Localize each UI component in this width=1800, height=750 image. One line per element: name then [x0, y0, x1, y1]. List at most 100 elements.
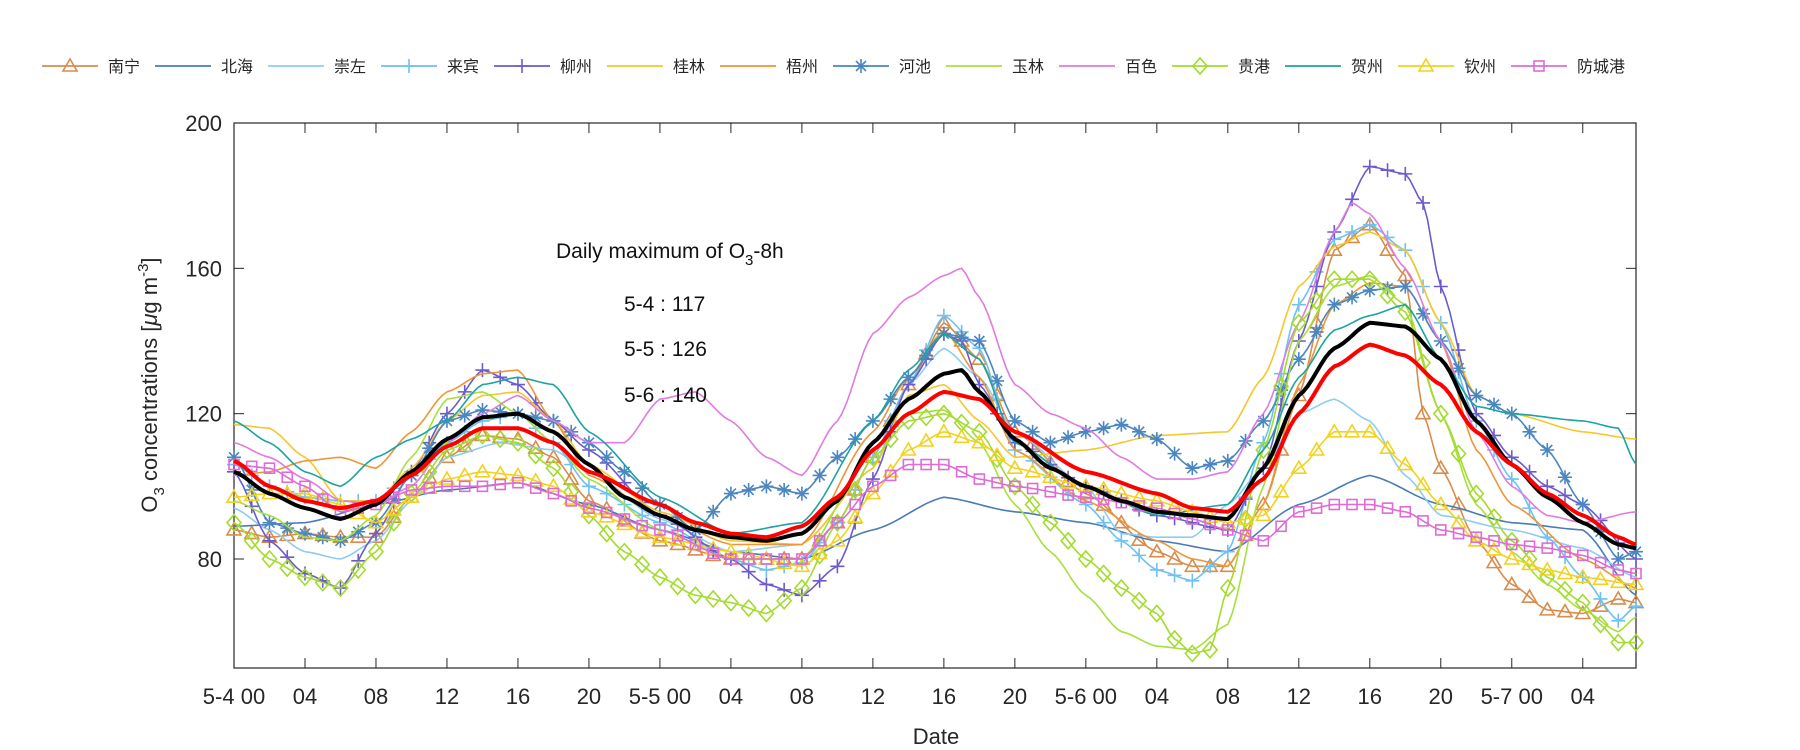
data-point: [1308, 441, 1325, 456]
x-tick-label: 04: [719, 684, 743, 709]
legend-item-防城港: 防城港: [1511, 58, 1625, 76]
legend-item-贺州: 贺州: [1285, 58, 1383, 76]
data-point: [583, 502, 595, 514]
data-point: [617, 464, 632, 479]
data-point: [634, 555, 651, 574]
data-point: [296, 567, 314, 587]
data-point: [830, 450, 845, 465]
data-point: [1061, 430, 1076, 445]
data-point: [1237, 510, 1254, 525]
data-point: [1362, 159, 1377, 174]
data-point: [1044, 485, 1057, 498]
data-point: [1309, 324, 1324, 339]
data-point: [351, 524, 366, 539]
y-tick-label: 120: [185, 402, 222, 427]
data-point: [1006, 459, 1024, 474]
data-point: [1310, 502, 1323, 514]
data-point: [528, 410, 543, 425]
legend-label: 钦州: [1464, 58, 1496, 76]
data-point: [848, 432, 863, 447]
y-tick-label: 80: [198, 547, 222, 572]
data-point: [669, 535, 687, 551]
series-line-玉林: [233, 274, 1637, 651]
data-point: [1009, 480, 1021, 493]
data-point: [1433, 279, 1448, 294]
data-point: [1114, 533, 1129, 548]
data-point: [669, 577, 686, 596]
data-point: [367, 514, 385, 529]
data-point: [1220, 544, 1235, 559]
data-point: [405, 484, 418, 496]
data-point: [350, 560, 367, 580]
legend-marker: [515, 59, 529, 73]
data-point: [759, 577, 774, 592]
annotation-title: Daily maximum of O3-8h: [556, 240, 784, 269]
data-point: [1379, 286, 1396, 305]
data-point: [1522, 424, 1537, 439]
data-point: [1166, 629, 1183, 649]
data-point: [1077, 549, 1094, 569]
data-point: [1219, 578, 1236, 598]
data-point: [687, 586, 704, 605]
data-point: [1504, 450, 1519, 465]
data-point: [1611, 613, 1626, 628]
legend-label: 贺州: [1351, 58, 1383, 76]
data-point: [828, 532, 846, 547]
data-point: [529, 482, 542, 494]
data-point: [935, 404, 952, 423]
data-point: [759, 479, 774, 494]
data-point: [1363, 498, 1376, 511]
data-point: [1113, 578, 1130, 598]
data-point: [973, 473, 986, 485]
data-point: [1485, 508, 1503, 527]
data-point: [811, 544, 829, 560]
data-point: [864, 485, 882, 500]
data-point: [777, 559, 792, 574]
data-point: [1130, 531, 1148, 547]
data-point: [262, 533, 277, 548]
data-point: [722, 543, 740, 558]
data-point: [884, 469, 897, 482]
data-point: [919, 348, 934, 363]
data-point: [1167, 446, 1182, 461]
data-point: [722, 593, 739, 612]
data-point: [778, 553, 790, 565]
data-point: [1112, 485, 1130, 500]
data-point: [1434, 524, 1447, 536]
data-point: [1627, 575, 1645, 591]
data-point: [243, 486, 261, 502]
data-point: [954, 330, 969, 345]
data-point: [474, 463, 491, 478]
data-point: [1255, 440, 1272, 460]
data-point: [1148, 543, 1166, 558]
data-point: [581, 479, 596, 494]
data-point: [654, 524, 666, 536]
data-point: [918, 408, 935, 427]
legend-item-北海: 北海: [155, 58, 253, 76]
data-point: [243, 524, 261, 540]
data-point: [512, 476, 524, 489]
data-point: [387, 491, 400, 504]
data-point: [510, 377, 525, 392]
data-point: [457, 408, 472, 423]
legend-marker: [1191, 56, 1209, 76]
legend-marker: [1417, 57, 1435, 72]
data-point: [1148, 604, 1165, 623]
data-point: [475, 363, 490, 378]
data-point: [1503, 575, 1521, 591]
legend-item-梧州: 梧州: [720, 58, 818, 76]
data-point: [1574, 568, 1592, 583]
data-point: [1380, 163, 1395, 178]
annotation-line-5-4: 5-4 : 117: [624, 293, 705, 316]
data-point: [1222, 524, 1234, 536]
x-tick-label: 08: [790, 684, 814, 709]
data-point: [1080, 491, 1092, 504]
data-point: [545, 458, 562, 478]
data-point: [618, 513, 631, 525]
x-tick-label: 12: [435, 684, 459, 709]
data-point: [527, 446, 544, 465]
legend-label: 河池: [899, 58, 931, 76]
data-point: [225, 521, 243, 536]
data-point: [1131, 591, 1148, 610]
x-tick-label: 5-5 00: [629, 684, 691, 709]
